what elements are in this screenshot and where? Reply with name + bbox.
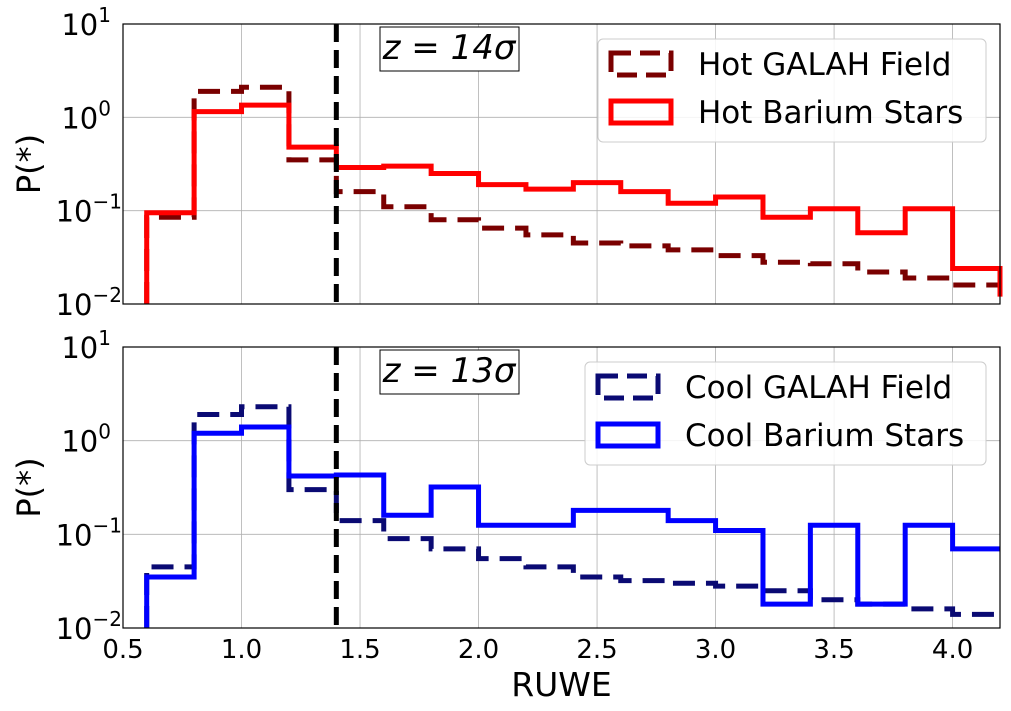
bottom-axes-frame: [122, 346, 1001, 629]
top-annotation-value: 14σ: [451, 28, 517, 68]
bottom-legend-frame: [584, 361, 987, 466]
x-axis-label: RUWE: [511, 665, 612, 704]
legend-swatch-hot-barium-stars: [608, 98, 674, 126]
y-tick-label: 100: [61, 420, 111, 459]
top-annotation-text: z = 14σ: [382, 28, 517, 68]
top-legend-frame: [597, 38, 987, 143]
legend-label-cool-barium-stars: Cool Barium Stars: [685, 418, 964, 454]
bottom-annotation-equals: =: [400, 351, 450, 391]
top-panel: 10−2 10−1 100 101 P(*) z = 14σ Hot GALAH Fi…: [10, 3, 1003, 322]
top-y-ticks: 10−2 10−1 100 101: [56, 3, 122, 322]
bottom-annotation-variable: z: [382, 351, 402, 391]
x-tick-label: 0.5: [102, 635, 143, 665]
x-tick-label: 3.0: [695, 635, 736, 665]
y-tick-label: 101: [61, 3, 111, 42]
legend-swatch-cool-galah-field: [595, 373, 661, 401]
series-hot-barium-stars: [144, 102, 1003, 304]
legend-swatch-hot-galah-field: [608, 50, 674, 78]
bottom-series: [144, 404, 1003, 628]
y-tick-label: 10−1: [56, 513, 122, 552]
bottom-y-axis-label: P(*): [10, 457, 48, 517]
x-tick-label: 1.5: [339, 635, 380, 665]
series-hot-galah-field: [144, 84, 1003, 304]
top-annotation-variable: z: [382, 28, 402, 68]
bottom-annotation-text: z = 13σ: [382, 351, 517, 391]
x-tick-label: 3.5: [813, 635, 854, 665]
y-tick-label: 10−1: [56, 190, 122, 229]
x-tick-label: 4.0: [932, 635, 973, 665]
top-annotation-box: [379, 26, 520, 72]
bottom-annotation-value: 13σ: [451, 351, 517, 391]
legend-swatch-cool-barium-stars: [595, 421, 661, 449]
top-significance-annotation: z = 14σ: [379, 26, 520, 72]
legend-label-hot-barium-stars: Hot Barium Stars: [698, 95, 963, 131]
y-tick-label: 101: [61, 326, 111, 365]
x-tick-label: 2.0: [458, 635, 499, 665]
top-legend: Hot GALAH Field Hot Barium Stars: [597, 38, 987, 143]
bottom-significance-annotation: z = 13σ: [379, 349, 520, 395]
top-series: [144, 84, 1003, 304]
y-tick-label: 100: [61, 96, 111, 135]
top-y-axis-label: P(*): [10, 134, 48, 194]
series-cool-barium-stars: [144, 424, 1000, 628]
x-tick-label: 1.0: [221, 635, 262, 665]
x-tick-label: 2.5: [576, 635, 617, 665]
legend-label-hot-galah-field: Hot GALAH Field: [698, 47, 951, 83]
bottom-legend: Cool GALAH Field Cool Barium Stars: [584, 361, 987, 466]
y-tick-label: 10−2: [56, 283, 122, 322]
legend-label-cool-galah-field: Cool GALAH Field: [685, 370, 952, 406]
top-annotation-equals: =: [400, 28, 450, 68]
bottom-annotation-box: [379, 349, 520, 395]
top-axes-frame: [122, 23, 1001, 305]
bottom-x-ticks: 0.5 1.0 1.5 2.0 2.5 3.0 3.5 4.0: [102, 635, 973, 665]
